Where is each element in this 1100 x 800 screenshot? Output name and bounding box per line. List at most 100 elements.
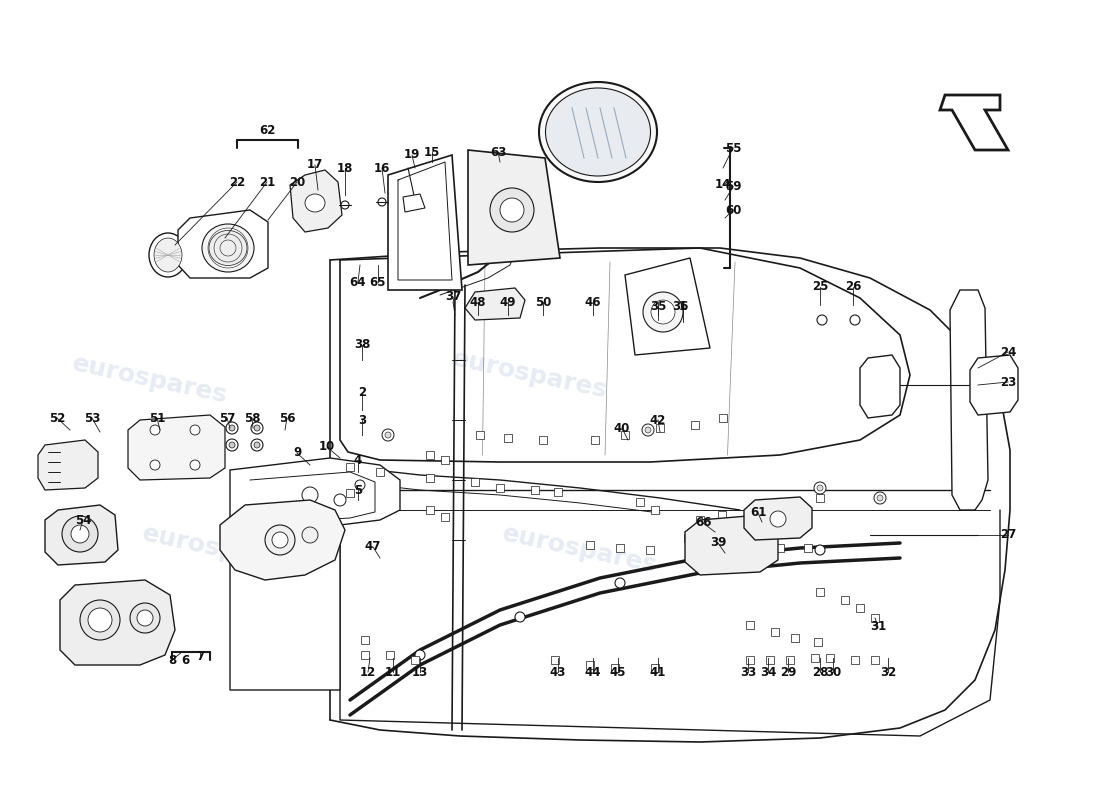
Text: 49: 49 <box>499 295 516 309</box>
Text: 66: 66 <box>695 517 712 530</box>
Text: 14: 14 <box>715 178 732 191</box>
Text: 41: 41 <box>650 666 667 678</box>
Polygon shape <box>970 355 1018 415</box>
Text: 37: 37 <box>444 290 461 303</box>
Circle shape <box>817 485 823 491</box>
Circle shape <box>229 442 235 448</box>
Bar <box>426 506 434 514</box>
Text: 22: 22 <box>229 175 245 189</box>
Polygon shape <box>403 194 425 212</box>
Bar <box>816 494 824 502</box>
Circle shape <box>334 494 346 506</box>
Text: 27: 27 <box>1000 529 1016 542</box>
Circle shape <box>817 315 827 325</box>
Circle shape <box>642 424 654 436</box>
Bar <box>719 414 727 422</box>
Circle shape <box>874 492 886 504</box>
Text: 40: 40 <box>614 422 630 434</box>
Circle shape <box>272 532 288 548</box>
Bar <box>791 634 799 642</box>
Circle shape <box>251 439 263 451</box>
Text: 60: 60 <box>725 203 741 217</box>
Circle shape <box>226 439 238 451</box>
Text: 54: 54 <box>75 514 91 526</box>
Bar <box>746 541 754 549</box>
Ellipse shape <box>148 233 187 277</box>
Circle shape <box>814 482 826 494</box>
Bar <box>346 463 354 471</box>
Text: 24: 24 <box>1000 346 1016 358</box>
Polygon shape <box>60 580 175 665</box>
Text: 23: 23 <box>1000 375 1016 389</box>
Text: 10: 10 <box>319 441 336 454</box>
Ellipse shape <box>539 82 657 182</box>
Text: 58: 58 <box>244 411 261 425</box>
Bar <box>554 488 562 496</box>
Text: 35: 35 <box>650 301 667 314</box>
Bar <box>776 544 784 552</box>
Circle shape <box>515 612 525 622</box>
Bar <box>716 539 724 547</box>
Text: 29: 29 <box>780 666 796 678</box>
Bar <box>754 508 762 516</box>
Circle shape <box>341 201 349 209</box>
Text: 28: 28 <box>812 666 828 678</box>
Ellipse shape <box>546 88 650 176</box>
Circle shape <box>190 460 200 470</box>
Bar <box>816 588 824 596</box>
Text: 44: 44 <box>585 666 602 678</box>
Polygon shape <box>128 415 226 480</box>
Polygon shape <box>950 290 988 510</box>
Text: 1: 1 <box>679 301 688 314</box>
Ellipse shape <box>209 230 248 266</box>
Circle shape <box>80 600 120 640</box>
Bar <box>804 544 812 552</box>
Polygon shape <box>45 505 118 565</box>
Polygon shape <box>220 500 345 580</box>
Circle shape <box>62 516 98 552</box>
Text: 12: 12 <box>360 666 376 678</box>
Circle shape <box>355 480 365 490</box>
Text: 52: 52 <box>48 411 65 425</box>
Bar <box>586 661 594 669</box>
Bar <box>426 474 434 482</box>
Bar <box>646 546 654 554</box>
Bar <box>771 628 779 636</box>
Bar <box>814 638 822 646</box>
Text: 21: 21 <box>258 175 275 189</box>
Bar <box>766 656 774 664</box>
Text: 26: 26 <box>845 281 861 294</box>
Bar <box>610 664 619 672</box>
Bar <box>621 431 629 439</box>
Circle shape <box>150 460 160 470</box>
Bar <box>684 534 692 542</box>
Bar <box>361 651 368 659</box>
Bar <box>551 656 559 664</box>
Text: 11: 11 <box>385 666 402 678</box>
Text: eurospares: eurospares <box>500 522 660 578</box>
Bar <box>811 654 819 662</box>
Text: eurospares: eurospares <box>450 347 609 403</box>
Text: 17: 17 <box>307 158 323 171</box>
Text: 43: 43 <box>550 666 566 678</box>
Polygon shape <box>468 150 560 265</box>
Polygon shape <box>39 440 98 490</box>
Polygon shape <box>230 458 400 690</box>
Text: 20: 20 <box>289 175 305 189</box>
Text: eurospares: eurospares <box>70 352 230 408</box>
Circle shape <box>815 545 825 555</box>
Circle shape <box>385 432 390 438</box>
Circle shape <box>500 198 524 222</box>
Text: 15: 15 <box>424 146 440 158</box>
Bar <box>651 664 659 672</box>
Bar <box>856 604 864 612</box>
Circle shape <box>715 556 725 566</box>
Bar <box>636 498 644 506</box>
Bar <box>441 456 449 464</box>
Circle shape <box>770 511 786 527</box>
Bar <box>531 486 539 494</box>
Circle shape <box>850 315 860 325</box>
Text: 30: 30 <box>825 666 842 678</box>
Bar <box>871 614 879 622</box>
Bar <box>361 636 368 644</box>
